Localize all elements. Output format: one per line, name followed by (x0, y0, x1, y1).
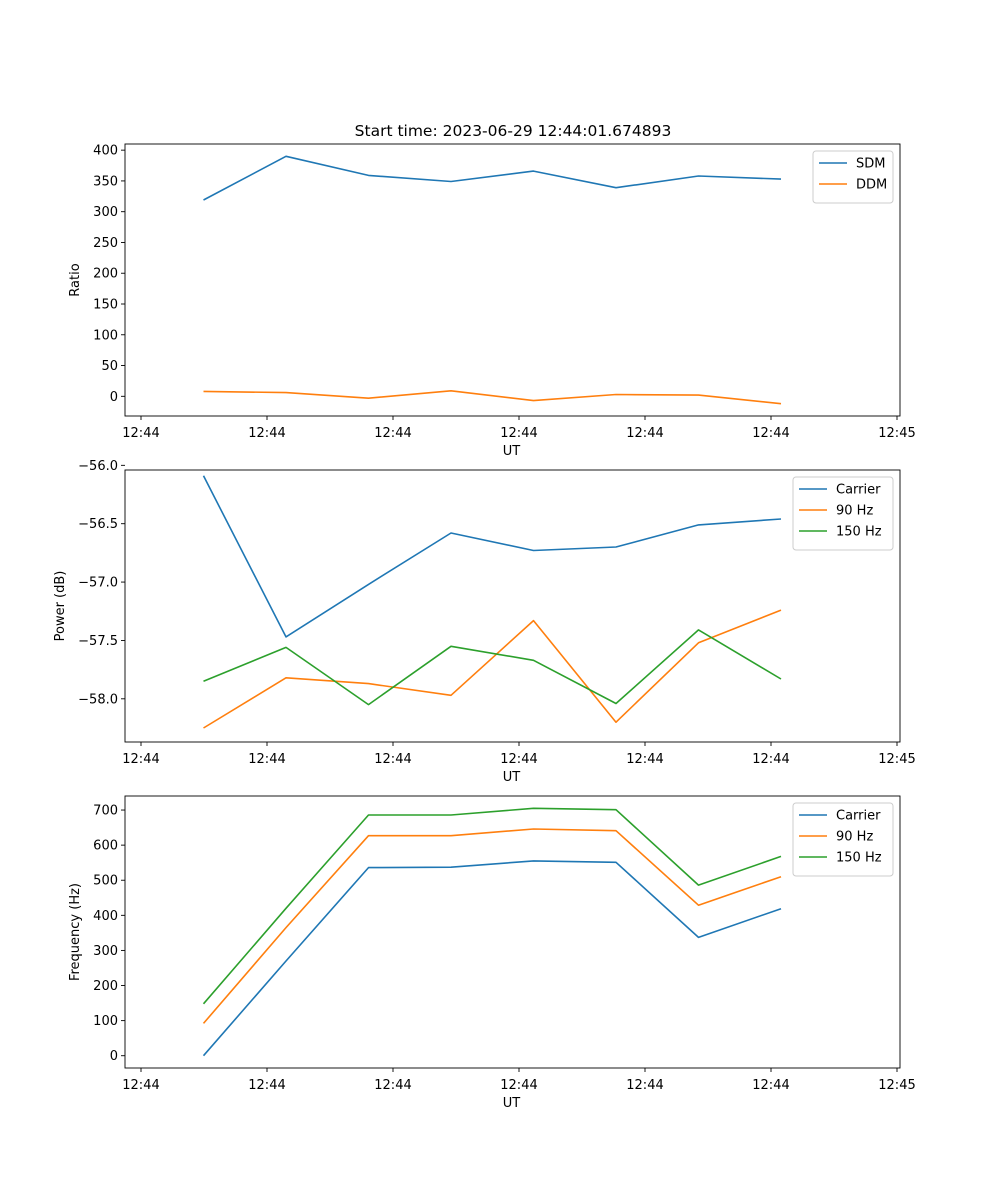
x-tick-label: 12:44 (248, 426, 285, 441)
x-axis-label: UT (503, 770, 521, 785)
legend: Carrier 90 Hz 150 Hz (792, 802, 894, 877)
y-tick-label: 100 (93, 328, 118, 343)
x-tick-label: 12:44 (374, 1078, 411, 1093)
legend-label: 150 Hz (836, 525, 882, 540)
series-line-carrier (202, 860, 782, 1057)
y-tick-label: 100 (93, 1014, 118, 1029)
x-tick-label: 12:44 (374, 752, 411, 767)
legend-label: SDM (856, 157, 885, 172)
figure-title: Start time: 2023-06-29 12:44:01.674893 (355, 122, 672, 140)
x-tick-label: 12:44 (500, 752, 537, 767)
x-tick-label: 12:44 (752, 426, 789, 441)
y-axis-label: Power (dB) (53, 571, 68, 642)
y-tick-label: 0 (110, 390, 118, 405)
y-axis-label: Frequency (Hz) (68, 883, 83, 981)
legend: Carrier 90 Hz 150 Hz (792, 476, 894, 551)
y-axis-label: Ratio (68, 263, 83, 296)
x-tick-label: 12:45 (878, 1078, 915, 1093)
y-tick-label: 200 (93, 267, 118, 282)
x-tick-label: 12:45 (878, 752, 915, 767)
chart-panel-1: 12:44 12:44 12:44 12:44 12:44 12:44 12:45 0 50 10… (68, 143, 916, 459)
y-tick-label: −56.5 (78, 517, 118, 532)
legend-label: Carrier (836, 483, 881, 498)
legend-box (812, 150, 894, 204)
x-tick-label: 12:44 (374, 426, 411, 441)
y-tick-label: 250 (93, 236, 118, 251)
y-tick-label: −58.0 (78, 692, 118, 707)
legend-label: 90 Hz (836, 504, 873, 519)
x-tick-label: 12:44 (248, 752, 285, 767)
x-tick-label: 12:44 (752, 752, 789, 767)
series-line-150-hz (202, 807, 782, 1005)
y-tick-label: 500 (93, 874, 118, 889)
y-tick-label: 300 (93, 205, 118, 220)
y-tick-label: −57.5 (78, 634, 118, 649)
legend-label: 90 Hz (836, 830, 873, 845)
y-tick-label: 300 (93, 944, 118, 959)
series-line-90-hz (202, 828, 782, 1024)
x-tick-label: 12:44 (626, 1078, 663, 1093)
legend-label: Carrier (836, 809, 881, 824)
x-tick-label: 12:44 (122, 1078, 159, 1093)
chart-panel-3: 12:44 12:44 12:44 12:44 12:44 12:44 12:45 0 100 2… (68, 795, 916, 1111)
series-line-sdm (203, 155, 782, 201)
y-tick-label: −56.0 (78, 459, 118, 474)
y-tick-label: 400 (93, 909, 118, 924)
series-line-90-hz (203, 609, 782, 729)
series-line-150-hz (203, 629, 782, 706)
legend-label: 150 Hz (836, 851, 882, 866)
axes-frame (124, 469, 901, 743)
series-line-ddm (203, 389, 782, 405)
axes-frame (124, 143, 901, 417)
y-tick-label: 50 (101, 359, 118, 374)
y-tick-label: −57.0 (78, 576, 118, 591)
x-tick-label: 12:44 (248, 1078, 285, 1093)
x-axis-label: UT (503, 444, 521, 459)
y-tick-label: 700 (93, 804, 118, 819)
series-line-carrier (202, 475, 782, 638)
chart-panel-2: 12:44 12:44 12:44 12:44 12:44 12:44 12:45 −58.0… (53, 459, 916, 785)
x-tick-label: 12:44 (500, 1078, 537, 1093)
x-tick-label: 12:44 (626, 752, 663, 767)
y-tick-label: 600 (93, 839, 118, 854)
x-tick-label: 12:44 (626, 426, 663, 441)
legend: SDM DDM (812, 150, 894, 204)
x-tick-label: 12:44 (122, 752, 159, 767)
x-tick-label: 12:44 (752, 1078, 789, 1093)
x-tick-label: 12:44 (122, 426, 159, 441)
y-tick-label: 200 (93, 979, 118, 994)
y-tick-label: 150 (93, 298, 118, 313)
x-axis-label: UT (503, 1096, 521, 1111)
x-tick-label: 12:44 (500, 426, 537, 441)
legend-label: DDM (856, 178, 887, 193)
axes-frame (124, 795, 901, 1069)
x-tick-label: 12:45 (878, 426, 915, 441)
y-tick-label: 350 (93, 174, 118, 189)
y-tick-label: 400 (93, 144, 118, 159)
y-tick-label: 0 (110, 1049, 118, 1064)
